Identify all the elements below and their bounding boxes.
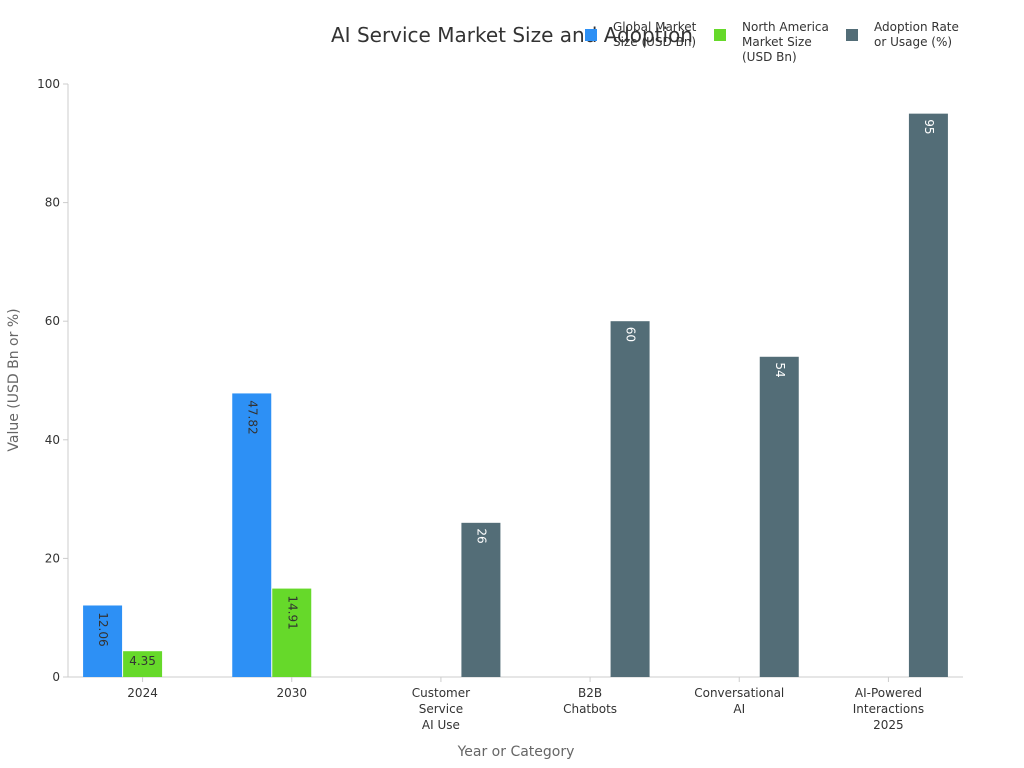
x-tick-label: 2030 xyxy=(276,686,307,700)
x-tick-label: 2024 xyxy=(127,686,158,700)
y-tick-label: 20 xyxy=(45,551,60,565)
axes: 0 20 40 60 80 100 2024 2030 Customer Service AI Us… xyxy=(37,77,963,732)
y-tick-label: 40 xyxy=(45,433,60,447)
bar xyxy=(610,321,650,677)
bar-data-label: 95 xyxy=(922,119,936,134)
legend-label: Global Market Size (USD Bn) xyxy=(613,20,697,49)
bars: 12.06 47.82 4.35 14.91 26 60 54 95 xyxy=(83,113,948,677)
x-tick-label: B2B Chatbots xyxy=(563,686,617,716)
bar-data-label: 14.91 xyxy=(285,595,299,629)
bar-data-label: 60 xyxy=(624,327,638,342)
legend: Global Market Size (USD Bn) North America M… xyxy=(585,20,959,64)
y-tick-label: 60 xyxy=(45,314,60,328)
bar xyxy=(759,356,799,677)
legend-swatch xyxy=(585,29,597,41)
x-tick-label: Customer Service AI Use xyxy=(412,686,470,732)
bar-data-label: 4.35 xyxy=(129,654,156,668)
legend-label: Adoption Rate or Usage (%) xyxy=(874,20,959,49)
bar-data-label: 47.82 xyxy=(245,400,259,434)
bar xyxy=(123,651,163,677)
legend-swatch xyxy=(846,29,858,41)
bar xyxy=(83,605,123,677)
chart-title: AI Service Market Size and Adoption xyxy=(331,23,693,47)
x-axis-title: Year or Category xyxy=(457,744,575,760)
bar xyxy=(461,522,501,677)
x-tick-label: Conversational AI xyxy=(694,686,784,716)
bar-data-label: 54 xyxy=(773,362,787,377)
bar xyxy=(908,113,948,677)
bar xyxy=(272,588,312,677)
legend-swatch xyxy=(714,29,726,41)
bar xyxy=(232,393,272,677)
x-tick-label: AI-Powered Interactions 2025 xyxy=(853,686,924,732)
y-tick-label: 80 xyxy=(45,196,60,210)
y-tick-label: 100 xyxy=(37,77,60,91)
legend-label: North America Market Size (USD Bn) xyxy=(742,20,829,64)
bar-data-label: 26 xyxy=(474,528,488,543)
bar-data-label: 12.06 xyxy=(96,612,110,646)
y-tick-label: 0 xyxy=(52,670,60,684)
y-axis-title: Value (USD Bn or %) xyxy=(6,308,22,451)
